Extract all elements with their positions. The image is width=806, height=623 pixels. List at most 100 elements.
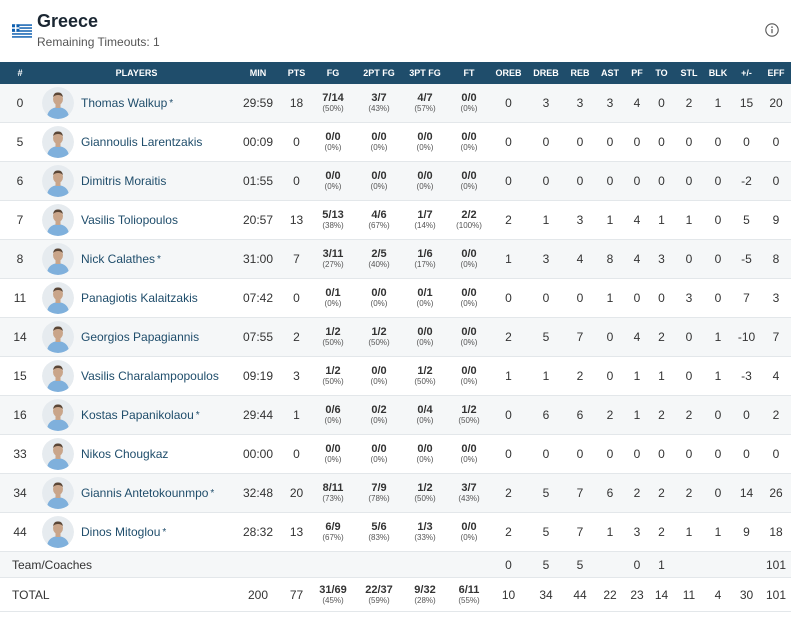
stat-to: 0 — [649, 434, 674, 474]
player-name-link[interactable]: Dinos Mitoglou — [81, 525, 161, 539]
two-point-fg-percentage: (0%) — [370, 143, 388, 152]
stat-stl: 11 — [674, 577, 704, 612]
player-name-link[interactable]: Giannoulis Larentzakis — [81, 135, 203, 149]
stat-eff: 26 — [761, 473, 791, 513]
stat-oreb: 1 — [490, 356, 527, 396]
free-throws-made-attempted: 0/0 — [461, 326, 477, 338]
table-row[interactable]: 44 Dinos Mitoglou * 28:32 13 6/9 (67%) 5/6 (83%)… — [0, 512, 791, 552]
stat-stl: 0 — [674, 434, 704, 474]
column-header: AST — [601, 68, 619, 78]
player-name-link[interactable]: Kostas Papanikolaou — [81, 408, 194, 422]
player-name-link[interactable]: Vasilis Charalampopoulos — [81, 369, 219, 383]
two-point-fg: 22/37 (59%) — [356, 577, 402, 612]
stat-to: 1 — [649, 200, 674, 240]
empty-cell — [283, 551, 310, 578]
field-goals-percentage: (0%) — [324, 182, 342, 191]
three-point-fg: 0/0 (0%) — [402, 161, 448, 201]
table-header: # PLAYERS MIN PTS FG 2PT FG 3PT FG FT OREB DREB RE… — [0, 62, 791, 84]
stat-blk: 0 — [704, 278, 732, 318]
stat-dreb: 5 — [527, 317, 565, 357]
stat-pf: 0 — [625, 122, 649, 162]
table-row[interactable]: 15 Vasilis Charalampopoulos 09:19 3 1/2 (50%)… — [0, 356, 791, 396]
player-cell: Kostas Papanikolaou * — [40, 395, 233, 435]
three-point-fg: 0/0 (0%) — [402, 434, 448, 474]
free-throws-made-attempted: 0/0 — [461, 365, 477, 377]
stat-eff: 0 — [761, 434, 791, 474]
stat-pf: 4 — [625, 84, 649, 123]
jersey-number: 34 — [0, 473, 40, 513]
stat-to: 1 — [649, 356, 674, 396]
stat-reb: 4 — [565, 239, 595, 279]
table-row[interactable]: 0 Thomas Walkup * 29:59 18 7/14 (50%) 3/7 (43%) 4… — [0, 84, 791, 123]
three-point-fg-percentage: (0%) — [416, 455, 434, 464]
stat-pm: -10 — [732, 317, 761, 357]
table-row[interactable]: 5 Giannoulis Larentzakis 00:09 0 0/0 (0%) 0/0(… — [0, 122, 791, 162]
field-goals-percentage: (0%) — [324, 143, 342, 152]
stat-oreb: 0 — [490, 434, 527, 474]
table-row[interactable]: 33 Nikos Chougkaz 00:00 0 0/0 (0%) 0/0 (0%) 0/0(… — [0, 434, 791, 474]
table-row[interactable]: 6 Dimitris Moraitis 01:55 0 0/0 (0%) 0/0 (0%) 0/… — [0, 161, 791, 201]
field-goals-made-attempted: 3/11 — [322, 248, 344, 260]
stat-stl: 2 — [674, 395, 704, 435]
player-name-link[interactable]: Nick Calathes — [81, 252, 156, 266]
player-cell: Thomas Walkup * — [40, 84, 233, 123]
minutes: 200 — [233, 577, 283, 612]
player-avatar-icon — [42, 243, 74, 275]
free-throws-percentage: (0%) — [460, 455, 478, 464]
table-row[interactable]: 34 Giannis Antetokounmpo * 32:48 20 8/11 (73%)… — [0, 473, 791, 513]
stat-reb: 0 — [565, 434, 595, 474]
free-throws-percentage: (100%) — [456, 221, 482, 230]
stat-pm: 14 — [732, 473, 761, 513]
stat-eff: 2 — [761, 395, 791, 435]
field-goals: 0/1 (0%) — [310, 278, 356, 318]
starter-marker: * — [157, 253, 161, 265]
player-name-link[interactable]: Giannis Antetokounmpo — [81, 486, 209, 500]
player-name-link[interactable]: Thomas Walkup — [81, 96, 168, 110]
stat-stl: 0 — [674, 161, 704, 201]
stat-ast: 0 — [595, 434, 625, 474]
player-name-link[interactable]: Georgios Papagiannis — [81, 330, 200, 344]
stat-to: 3 — [649, 239, 674, 279]
stat-eff: 3 — [761, 278, 791, 318]
table-row[interactable]: 14 Georgios Papagiannis 07:55 2 1/2 (50%) 1/2(… — [0, 317, 791, 357]
field-goals-percentage: (50%) — [322, 338, 344, 347]
points: 13 — [283, 512, 310, 552]
minutes: 00:00 — [233, 434, 283, 474]
three-point-fg-made-attempted: 0/0 — [417, 326, 433, 338]
field-goals-made-attempted: 31/69 — [319, 583, 347, 596]
table-body: 0 Thomas Walkup * 29:59 18 7/14 (50%) 3/7 (43%) 4… — [0, 84, 791, 612]
minutes: 07:42 — [233, 278, 283, 318]
player-name-link[interactable]: Panagiotis Kalaitzakis — [81, 291, 198, 305]
free-throws-percentage: (0%) — [460, 377, 478, 386]
jersey-number: 44 — [0, 512, 40, 552]
column-header: REB — [570, 68, 590, 78]
minutes: 31:00 — [233, 239, 283, 279]
table-row[interactable]: 7 Vasilis Toliopoulos 20:57 13 5/13 (38%) 4/6(… — [0, 200, 791, 240]
field-goals: 0/6 (0%) — [310, 395, 356, 435]
player-avatar-icon — [42, 126, 74, 158]
stat-blk: 1 — [704, 512, 732, 552]
stat-oreb: 2 — [490, 512, 527, 552]
player-cell: Giannis Antetokounmpo * — [40, 473, 233, 513]
stat-ast: 22 — [595, 577, 625, 612]
table-row[interactable]: 11 Panagiotis Kalaitzakis 07:42 0 0/1 (0%) 0/0… — [0, 278, 791, 318]
jersey-number: 7 — [0, 200, 40, 240]
two-point-fg: 5/6 (83%) — [356, 512, 402, 552]
stat-stl: 3 — [674, 278, 704, 318]
player-name-link[interactable]: Vasilis Toliopoulos — [81, 213, 178, 227]
stat-pm: 0 — [732, 122, 761, 162]
info-icon[interactable] — [765, 23, 779, 37]
table-row[interactable]: 8 Nick Calathes * 31:00 7 3/11 (27%) 2/5 (40%) 1/… — [0, 239, 791, 279]
three-point-fg: 0/4 (0%) — [402, 395, 448, 435]
stat-oreb: 2 — [490, 473, 527, 513]
table-row[interactable]: 16 Kostas Papanikolaou * 29:44 1 0/6 (0%) 0/2 (0… — [0, 395, 791, 435]
field-goals: 8/11 (73%) — [310, 473, 356, 513]
player-name-link[interactable]: Dimitris Moraitis — [81, 174, 167, 188]
three-point-fg: 0/1 (0%) — [402, 278, 448, 318]
stat-dreb: 5 — [527, 473, 565, 513]
player-name-link[interactable]: Nikos Chougkaz — [81, 447, 169, 461]
two-point-fg-made-attempted: 0/0 — [371, 443, 387, 455]
stat-oreb: 10 — [490, 577, 527, 612]
field-goals-percentage: (27%) — [322, 260, 344, 269]
two-point-fg-percentage: (40%) — [368, 260, 390, 269]
